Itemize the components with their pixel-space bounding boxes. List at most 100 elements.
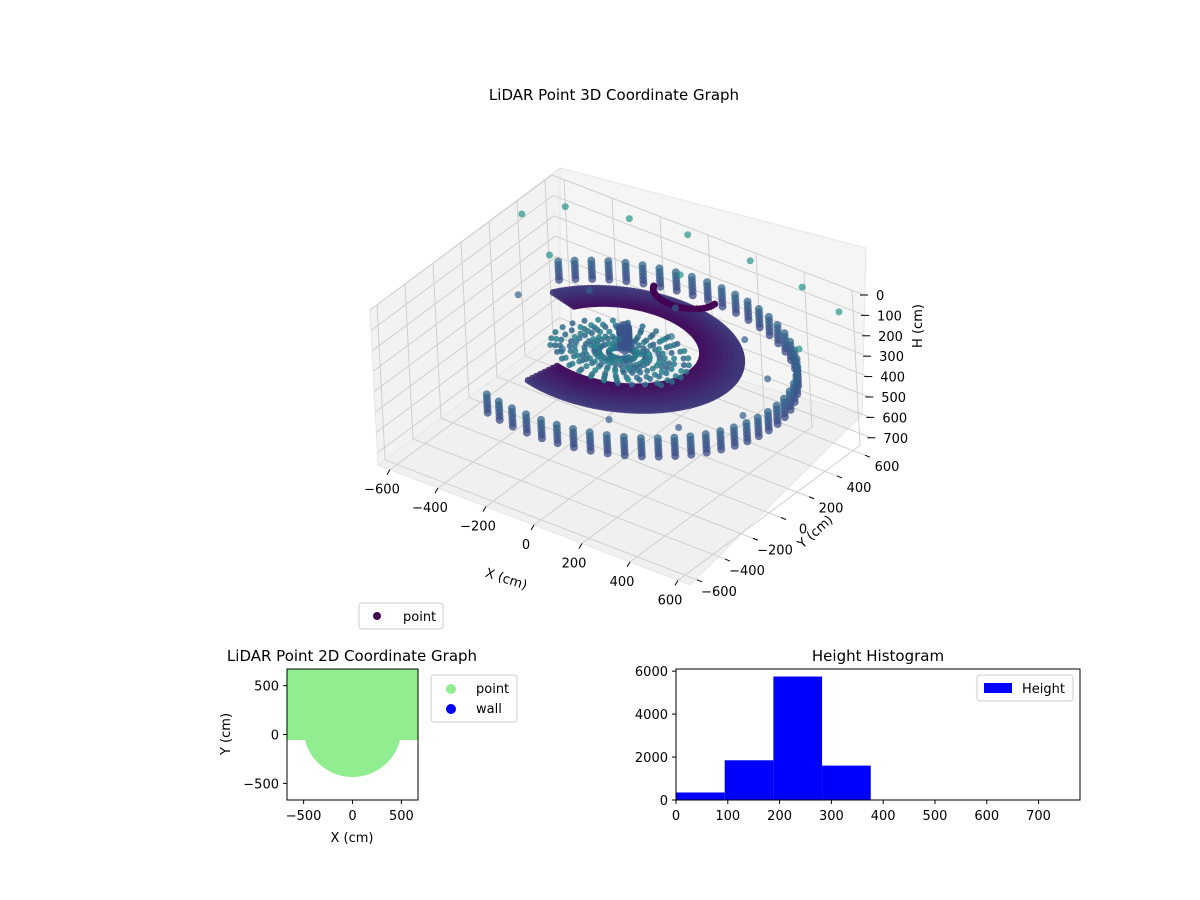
chart-3d-floor-point [581,317,588,324]
histogram-bar [773,676,823,800]
chart-3d-sample-point [835,308,843,316]
chart-3d-wall-point [717,445,726,454]
chart-3d-floor-point [668,366,675,373]
chart-3d-floor-point [685,362,692,369]
histogram-bar [822,765,871,800]
chart-3d-ytick-label: 600 [875,460,900,475]
chart-3d-sample-point [558,345,566,353]
chart-3d-sample-point [615,335,623,343]
chart-3d-floor-point [677,374,684,381]
chart-3d-floor-point [658,368,665,375]
chart-3d-floor-point [678,368,685,375]
chart-2d-ylabel: Y (cm) [219,713,234,756]
chart-3d-floor-point [602,333,609,340]
chart-3d-sample-point [605,416,613,424]
chart-3d-ytick-mark [864,454,871,458]
chart-3d-zlabel: H (cm) [911,304,926,348]
chart-3d-gridline-x [629,271,813,563]
chart-3d-floor-point [681,348,688,355]
chart-3d-ytick-label: 200 [819,502,844,517]
chart-3d-wall-point [571,274,580,283]
chart-3d-ytick-label: −200 [757,543,793,558]
chart-3d-xtick-mark [530,524,535,531]
histogram-xtick-label: 100 [715,809,740,824]
chart-3d-sample-point [764,375,772,383]
chart-3d-gridline-z [369,174,865,311]
chart-3d-wall-point [773,420,782,429]
chart-2d-ytick-label: 500 [254,680,279,695]
histogram-legend-swatch [984,683,1012,693]
chart-3d-ytick-mark [752,537,759,541]
chart-3d-wall-point [569,443,578,452]
chart-3d-ytick-label: −400 [729,564,765,579]
chart-3d-floor-point [577,330,584,337]
chart-3d-floor-point [553,335,560,342]
chart-3d-wall-point [774,339,783,348]
chart-3d-floor-point [614,380,621,387]
chart-3d-sample-point [741,336,749,344]
chart-3d-gridline-x [389,179,573,471]
chart-3d-floor-point [572,347,579,354]
chart-3d-floor-point [576,335,583,342]
chart-3d-gridline-y [404,284,726,560]
chart-3d-floor-point [642,381,649,388]
chart-3d-floor-point [595,316,602,323]
chart-2d-legend-point-label: point [476,682,509,697]
chart-3d-floor-point [631,337,638,344]
chart-3d-ztick-label: 400 [880,371,905,386]
chart-3d-floor-point [577,324,584,331]
chart-3d-floor-point [612,368,619,375]
chart-3d-xtick-label: 600 [658,593,683,608]
chart-3d-floor-point [643,337,650,344]
chart-3d-floor-point [653,328,660,335]
chart-3d-floor-point [628,381,635,388]
chart-3d-floor-point [568,327,575,334]
chart-3d-point-cloud [482,203,843,461]
histogram-bar [676,792,725,800]
chart-3d-floor-point [656,373,663,380]
chart-3d-floor-point [548,335,555,342]
chart-3d-floor-point [680,362,687,369]
chart-3d-floor-point [661,355,668,362]
histogram-ytick-label: 6000 [635,665,668,680]
chart-3d-floor-point [649,332,656,339]
chart-3d-floor-point [635,342,642,349]
chart-3d-floor-point [554,348,561,355]
chart-3d-floor-point [656,345,663,352]
chart-3d-wall-point [687,450,696,459]
chart-3d-wall-point [765,331,774,340]
chart-3d: LiDAR Point 3D Coordinate Graph −600 −400… [358,86,926,630]
chart-3d-floor-point [585,328,592,335]
chart-3d-sample-point [625,215,633,223]
chart-3d-sample-point [795,345,803,353]
chart-3d-floor-point [668,349,675,356]
chart-3d-xtick-mark [386,469,391,475]
chart-3d-floor-point [600,321,607,328]
chart-3d-wall-point [704,296,713,305]
chart-3d-sample-point [667,333,675,341]
chart-3d-ztick-label: 700 [883,432,908,447]
chart-3d-wall-point [537,434,546,443]
chart-3d-floor-point [568,338,575,345]
chart-3d-floor-point [594,326,601,333]
chart-3d-wall-point [732,308,741,317]
chart-3d-floor-point [558,336,565,343]
chart-3d-xtick-mark [578,543,583,549]
chart-3d-floor-point [620,369,627,376]
chart-3d-floor-point [638,327,645,334]
chart-3d-gridline-z [377,317,872,454]
chart-3d-floor-point [667,343,674,350]
chart-3d-ztick-label: 200 [878,330,903,345]
chart-3d-floor-point [601,372,608,379]
chart-3d-gridline-z [371,215,867,352]
chart-3d-sample-point [798,283,806,291]
chart-3d-wall-point [654,452,663,461]
chart-2d-xtick-label: 500 [389,809,414,824]
chart-3d-floor-point [559,324,566,331]
chart-3d-wall-point [588,274,597,283]
chart-3d-floor-point [576,358,583,365]
chart-3d-floor-point [636,363,643,370]
chart-3d-floor-point [637,369,644,376]
chart-2d-legend: point wall [430,674,518,723]
histogram-ytick-label: 2000 [635,751,668,766]
